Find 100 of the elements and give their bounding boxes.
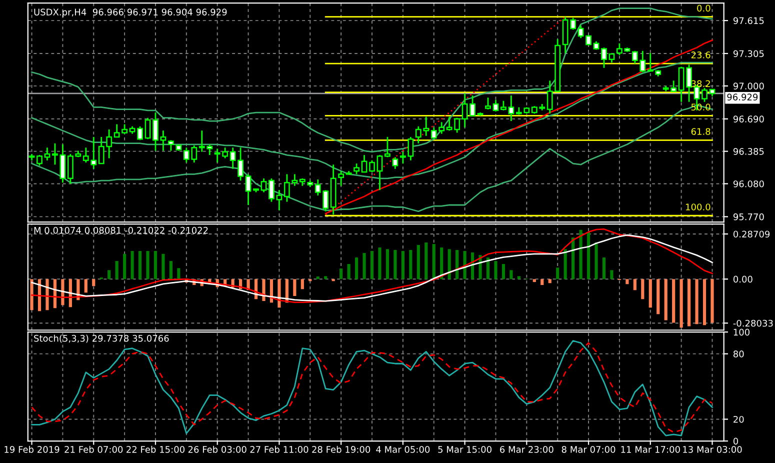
candlestick	[245, 173, 252, 206]
text: USDX.pr,H4 96.966 96.971 96.904 96.929	[34, 8, 227, 18]
candlestick	[462, 92, 468, 128]
x-tick-label: 5 Mar 15:00	[438, 446, 492, 453]
bar	[586, 232, 590, 280]
bar	[108, 270, 111, 280]
y-tick-label: 0.28709	[733, 230, 770, 238]
y-tick-label: 96.385	[733, 148, 764, 155]
candlestick	[276, 189, 282, 212]
y-tick-label: 97.305	[733, 50, 764, 58]
candlestick	[369, 160, 375, 173]
bar	[572, 237, 575, 280]
series-label: 100.0	[686, 204, 710, 210]
line-series	[31, 62, 713, 180]
line-series	[31, 104, 713, 212]
candlestick	[60, 144, 66, 184]
series-label: 0.0	[697, 4, 710, 12]
candlestick	[268, 178, 274, 203]
x-tick-label: 22 Feb 15:00	[126, 446, 185, 453]
y-tick-label: 0.00	[733, 276, 752, 283]
bar	[540, 279, 544, 286]
candlestick	[338, 170, 344, 187]
y-tick-label: 96.080	[733, 180, 764, 188]
bar	[362, 252, 366, 280]
bar	[293, 279, 296, 296]
candlestick	[168, 139, 174, 152]
y-tick-label: 97.000	[733, 82, 764, 90]
bar	[154, 250, 158, 280]
bar	[394, 250, 397, 280]
bar	[300, 279, 304, 290]
bar	[115, 261, 118, 280]
bar	[510, 270, 513, 280]
y-tick-label: 96.690	[733, 116, 764, 122]
bar	[486, 258, 490, 280]
x-tick-label: 21 Feb 07:00	[64, 446, 123, 453]
bar	[354, 258, 358, 280]
bar	[347, 264, 350, 280]
series-label: 61.8	[691, 128, 710, 135]
y-tick-label: 80	[733, 350, 744, 358]
bar	[316, 276, 320, 280]
bar	[138, 250, 142, 280]
bar	[456, 250, 459, 280]
candlestick	[492, 99, 499, 112]
candlestick	[160, 130, 166, 152]
y-tick-label: 20	[734, 416, 744, 423]
x-tick-label: 28 Feb 19:00	[312, 446, 370, 453]
candlestick	[354, 162, 360, 175]
bar	[702, 279, 706, 326]
bar	[46, 279, 49, 310]
bar	[169, 261, 173, 280]
y-tick-label: 97.615	[733, 17, 764, 24]
candlestick	[376, 154, 383, 191]
bar	[84, 279, 88, 293]
candlestick	[601, 46, 607, 69]
candlestick	[508, 94, 514, 122]
x-tick-label: 27 Feb 11:00	[250, 446, 308, 453]
bar	[30, 279, 34, 310]
bar	[564, 249, 567, 280]
y-tick-label: 0	[733, 438, 738, 445]
bar	[594, 242, 598, 280]
y-tick-label: 100	[734, 328, 750, 336]
x-tick-label: 19 Feb 2019	[4, 446, 60, 453]
bar	[672, 279, 676, 323]
bar	[130, 250, 134, 280]
candlestick	[578, 24, 584, 39]
candlestick	[485, 96, 491, 110]
bar	[324, 276, 328, 280]
candlestick	[586, 34, 592, 46]
x-tick-label: 11 Mar 17:00	[621, 446, 680, 453]
candlestick	[152, 112, 158, 152]
candlestick	[392, 156, 398, 170]
candlestick	[384, 136, 390, 158]
candlestick	[52, 142, 58, 166]
bar	[695, 279, 698, 324]
bar	[710, 279, 714, 323]
x-tick-label: 6 Mar 23:00	[500, 446, 554, 453]
bar	[579, 230, 582, 280]
bar	[548, 279, 552, 284]
bar	[688, 279, 691, 326]
bar	[610, 270, 614, 280]
y-tick-label: 95.770	[733, 213, 764, 220]
bar	[409, 250, 412, 280]
x-tick-label: 8 Mar 07:00	[562, 446, 616, 453]
bar	[633, 279, 636, 290]
bar	[378, 247, 382, 280]
candlestick	[137, 126, 143, 141]
candlestick	[702, 87, 708, 103]
candlestick	[44, 146, 50, 162]
y-tick-label: -0.28033	[733, 320, 773, 327]
candlestick	[470, 94, 476, 116]
chart-title: M 0.01074 0.08081 -0.21022 -0.21022	[34, 226, 208, 234]
bar	[664, 279, 668, 320]
bar	[517, 276, 520, 280]
bar	[532, 279, 536, 282]
candlestick	[500, 100, 506, 112]
series-label: 23.6	[691, 52, 710, 58]
bar	[416, 244, 420, 280]
candlestick	[36, 154, 42, 166]
bar	[448, 249, 451, 280]
bar	[656, 279, 660, 314]
